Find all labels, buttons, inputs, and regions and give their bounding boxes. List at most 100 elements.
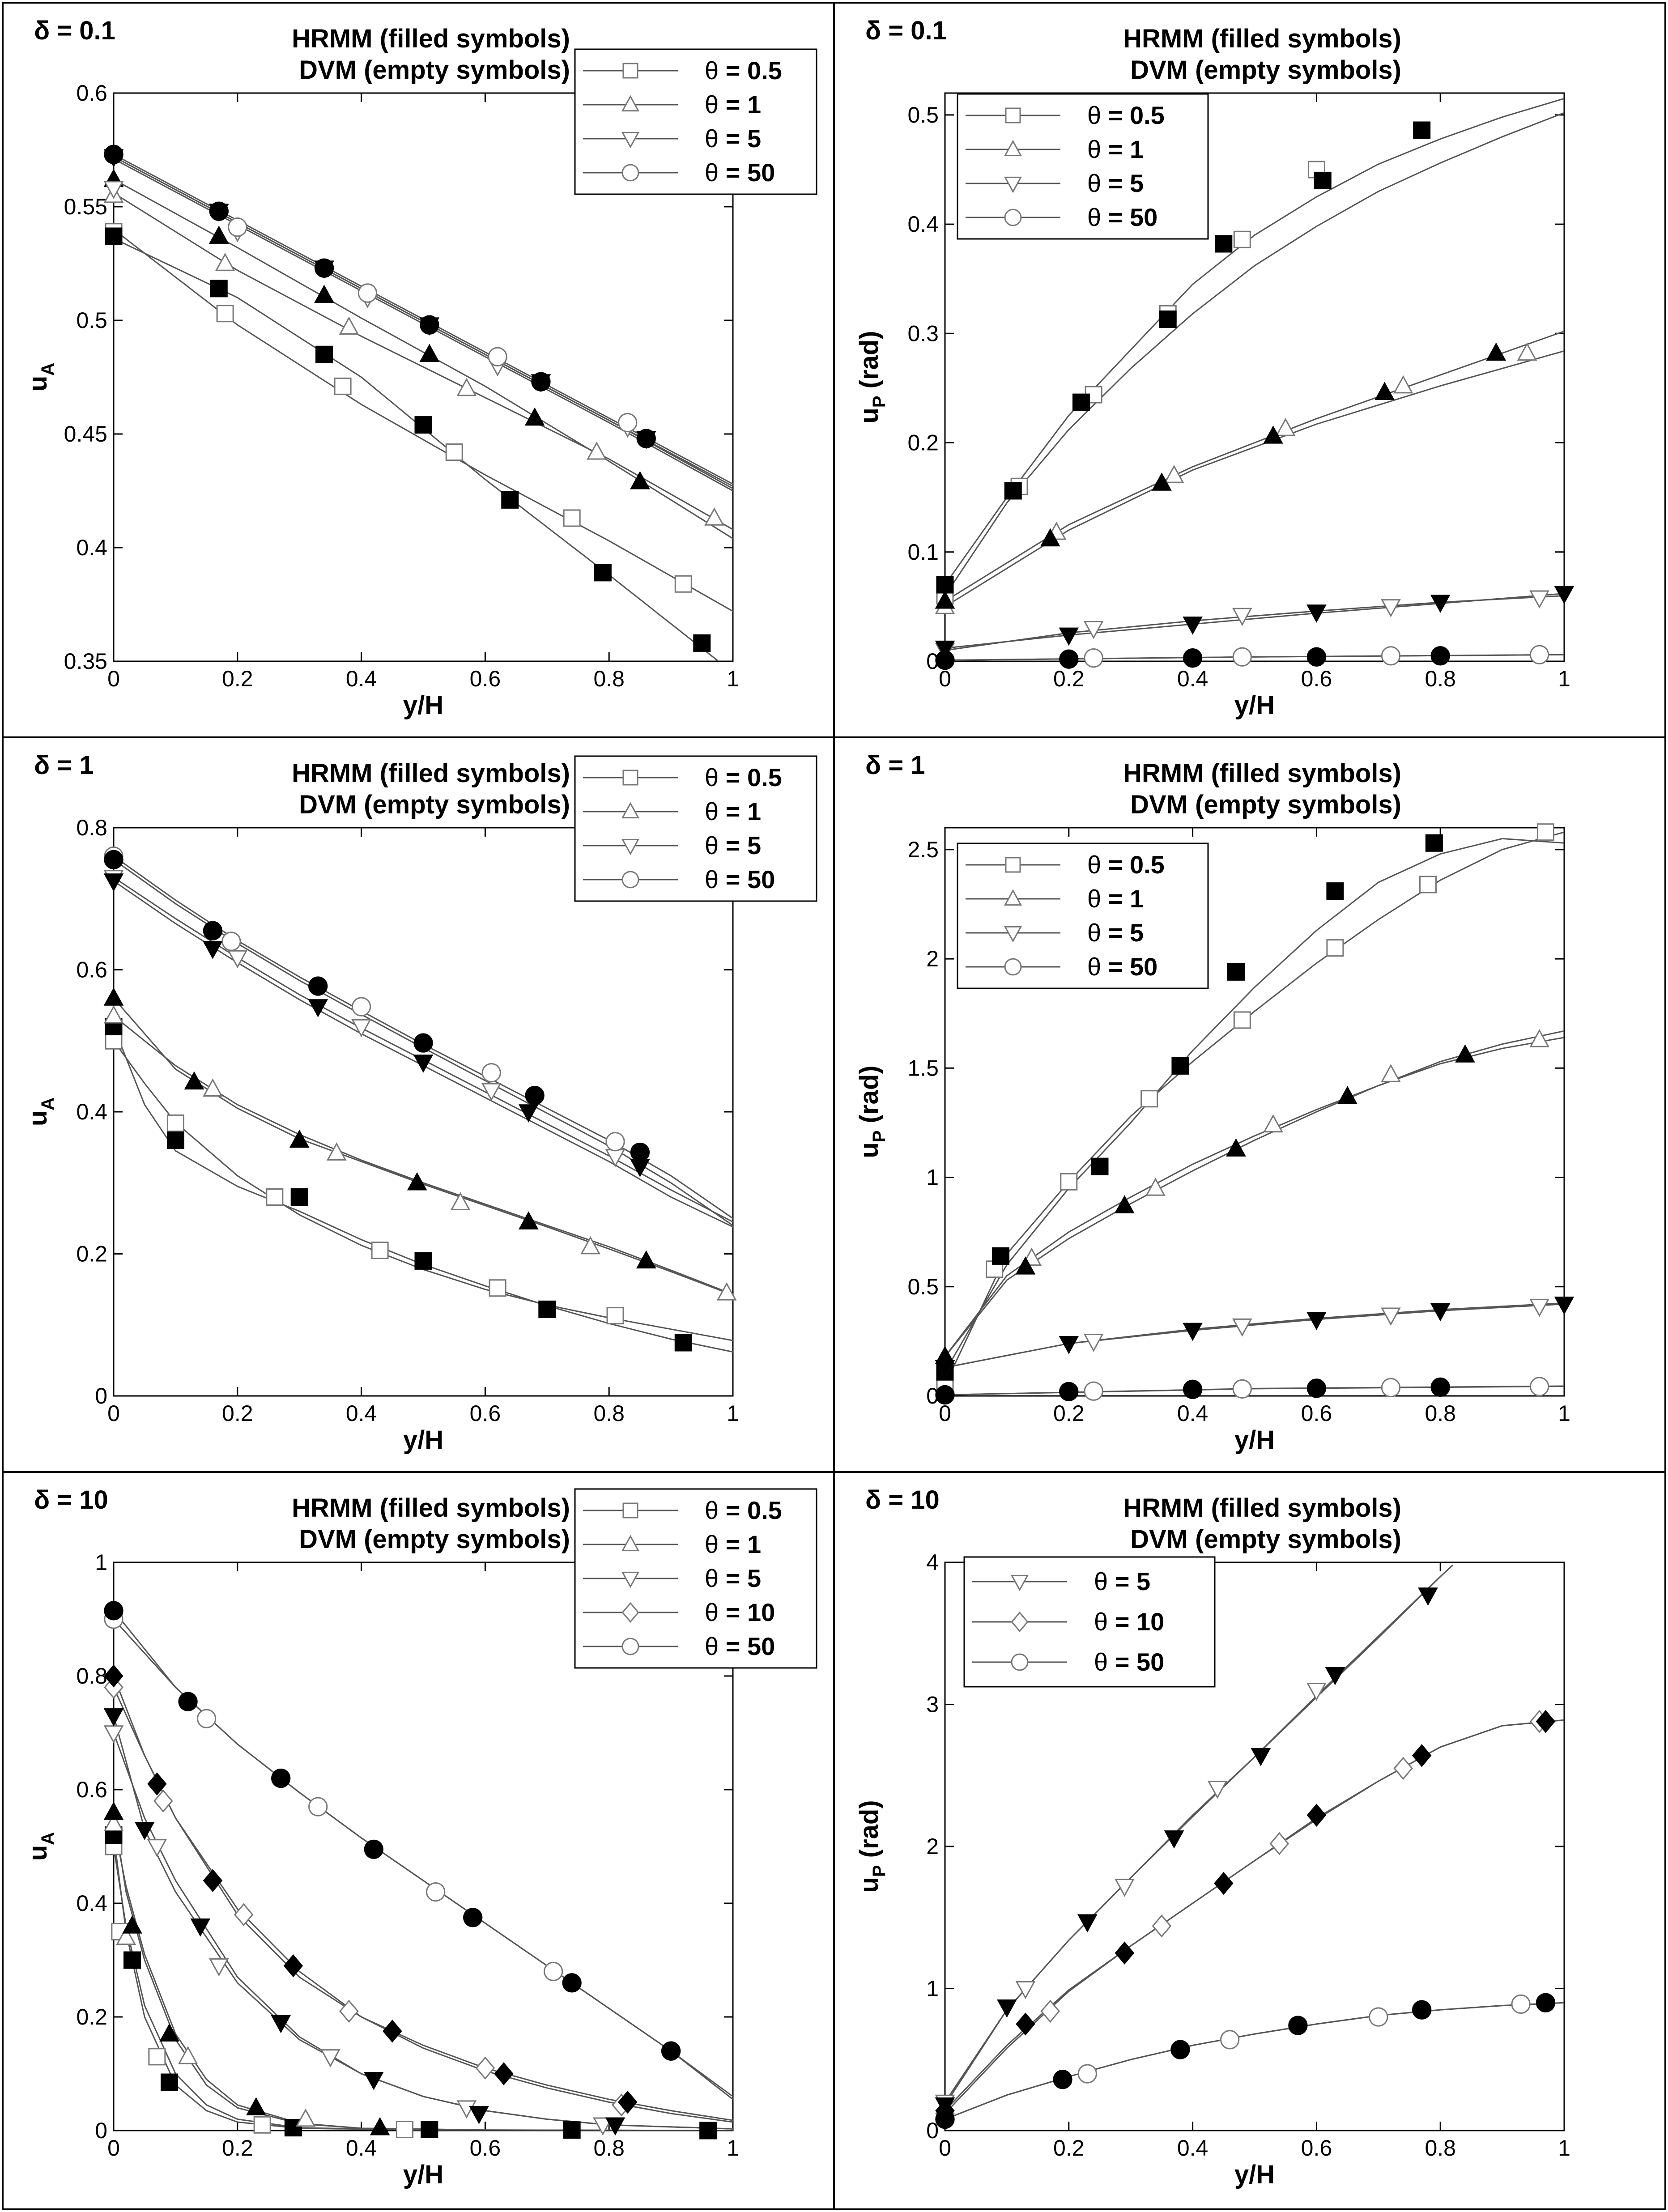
legend-value: = 10 — [1115, 1608, 1165, 1636]
hrmm-marker — [1059, 1382, 1079, 1401]
dvm-marker — [1381, 1378, 1401, 1398]
x-axis-label: y/H — [1234, 691, 1275, 720]
dvm-marker — [103, 1813, 124, 1831]
legend-box — [574, 755, 817, 902]
y-tick-label: 0.8 — [76, 1663, 107, 1689]
hrmm-marker — [1325, 1667, 1345, 1685]
chart-panel: δ = 1 HRMM (filled symbols)DVM (empty sym… — [855, 751, 1574, 1455]
hrmm-marker — [518, 1104, 539, 1123]
note-filled: HRMM (filled symbols) — [292, 759, 570, 788]
legend-label: θ = 0.5 — [705, 1496, 782, 1524]
dvm-marker — [1145, 1178, 1166, 1196]
series-line — [945, 1302, 1564, 1368]
hrmm-marker — [1004, 482, 1022, 500]
x-tick-label: 0.4 — [1177, 1401, 1208, 1426]
hrmm-marker — [315, 345, 333, 363]
dvm-marker — [196, 1709, 217, 1728]
legend-value: = 0.5 — [726, 763, 782, 791]
dvm-marker — [253, 2116, 271, 2134]
hrmm-marker — [1183, 648, 1203, 668]
y-axis-label-sub: A — [38, 363, 58, 376]
chart-panel: δ = 10 HRMM (filled symbols)DVM (empty sy… — [855, 1485, 1570, 2189]
y-axis-label-sub: A — [38, 1097, 58, 1110]
hrmm-marker — [413, 1055, 434, 1073]
legend-value: = 50 — [1115, 1648, 1165, 1676]
x-tick-label: 0.6 — [1301, 666, 1332, 691]
hrmm-marker — [420, 315, 439, 335]
hrmm-marker — [363, 2072, 384, 2090]
hrmm-marker — [314, 285, 334, 303]
y-axis-label-tail: (rad) — [855, 331, 884, 396]
legend-value: = 50 — [726, 865, 775, 893]
x-tick-label: 0.4 — [346, 666, 377, 691]
hrmm-marker — [190, 1918, 211, 1937]
hrmm-marker — [935, 2109, 955, 2129]
legend-marker — [1004, 926, 1022, 943]
hrmm-marker — [1536, 1993, 1556, 2012]
y-axis-label-tail: (rad) — [855, 1800, 884, 1865]
legend-marker — [622, 1502, 638, 1519]
x-tick-label: 0.6 — [470, 1401, 501, 1426]
y-tick-label: 0.45 — [64, 421, 107, 447]
series-line — [114, 1618, 733, 2097]
x-tick-label: 1 — [727, 666, 739, 691]
legend-marker — [1010, 1574, 1029, 1591]
legend-value: = 0.5 — [1108, 101, 1165, 129]
legend-theta: θ — [1087, 169, 1108, 197]
legend-value: = 1 — [726, 797, 761, 825]
dvm-marker — [228, 217, 247, 237]
hrmm-marker — [203, 921, 223, 940]
x-tick-label: 0.2 — [1053, 2135, 1085, 2161]
y-axis-label-sub: P — [869, 1130, 889, 1142]
y-axis-label-main: u — [23, 1110, 52, 1126]
legend-theta: θ — [705, 831, 726, 859]
note-filled: HRMM (filled symbols) — [1123, 24, 1401, 53]
hrmm-marker — [419, 344, 440, 362]
x-tick-label: 0.4 — [346, 1401, 377, 1426]
x-tick-label: 0.8 — [593, 666, 625, 691]
hrmm-marker — [636, 1250, 656, 1269]
note-empty: DVM (empty symbols) — [1130, 1525, 1401, 1554]
legend-theta: θ — [1087, 919, 1108, 947]
note-empty: DVM (empty symbols) — [299, 790, 570, 819]
dvm-marker — [1232, 608, 1252, 626]
dvm-marker — [334, 377, 352, 395]
hrmm-marker — [661, 2041, 681, 2061]
dvm-marker — [475, 2056, 495, 2080]
hrmm-marker — [1314, 171, 1332, 189]
dvm-marker — [1207, 1781, 1228, 1799]
y-tick-label: 0.8 — [76, 815, 107, 840]
y-tick-label: 0.55 — [64, 194, 107, 219]
legend-marker — [622, 770, 638, 786]
dvm-marker — [147, 1839, 167, 1857]
y-tick-label: 0.4 — [907, 212, 939, 237]
dvm-marker — [704, 507, 724, 526]
hrmm-marker — [563, 2121, 581, 2139]
dvm-marker — [1517, 342, 1537, 361]
hrmm-marker — [463, 1908, 483, 1927]
hrmm-marker — [284, 2119, 302, 2137]
legend-value: = 1 — [726, 1530, 761, 1558]
hrmm-marker — [518, 1211, 539, 1229]
x-tick-label: 0 — [107, 666, 120, 691]
legend-marker — [1004, 176, 1022, 193]
hrmm-marker — [1016, 2012, 1035, 2036]
hrmm-marker — [935, 650, 955, 670]
legend: θ = 5θ = 10θ = 50 — [963, 1556, 1216, 1688]
y-axis-label: uP (rad) — [855, 331, 889, 423]
hrmm-marker — [364, 1839, 383, 1859]
legend-label: θ = 1 — [705, 90, 761, 119]
dvm-marker — [1275, 417, 1296, 436]
y-tick-label: 0.1 — [907, 540, 939, 565]
plot-area — [945, 831, 1564, 1396]
hrmm-marker — [184, 1071, 204, 1090]
y-axis-label: uP (rad) — [855, 1065, 889, 1158]
x-tick-label: 1 — [1558, 666, 1570, 691]
dvm-marker — [166, 1114, 184, 1132]
hrmm-marker — [501, 491, 519, 509]
series-line — [945, 1385, 1564, 1396]
legend-value: = 50 — [726, 158, 775, 187]
legend-value: = 5 — [1115, 1567, 1150, 1595]
hrmm-marker — [1053, 2070, 1072, 2089]
legend-marker — [1004, 140, 1022, 157]
